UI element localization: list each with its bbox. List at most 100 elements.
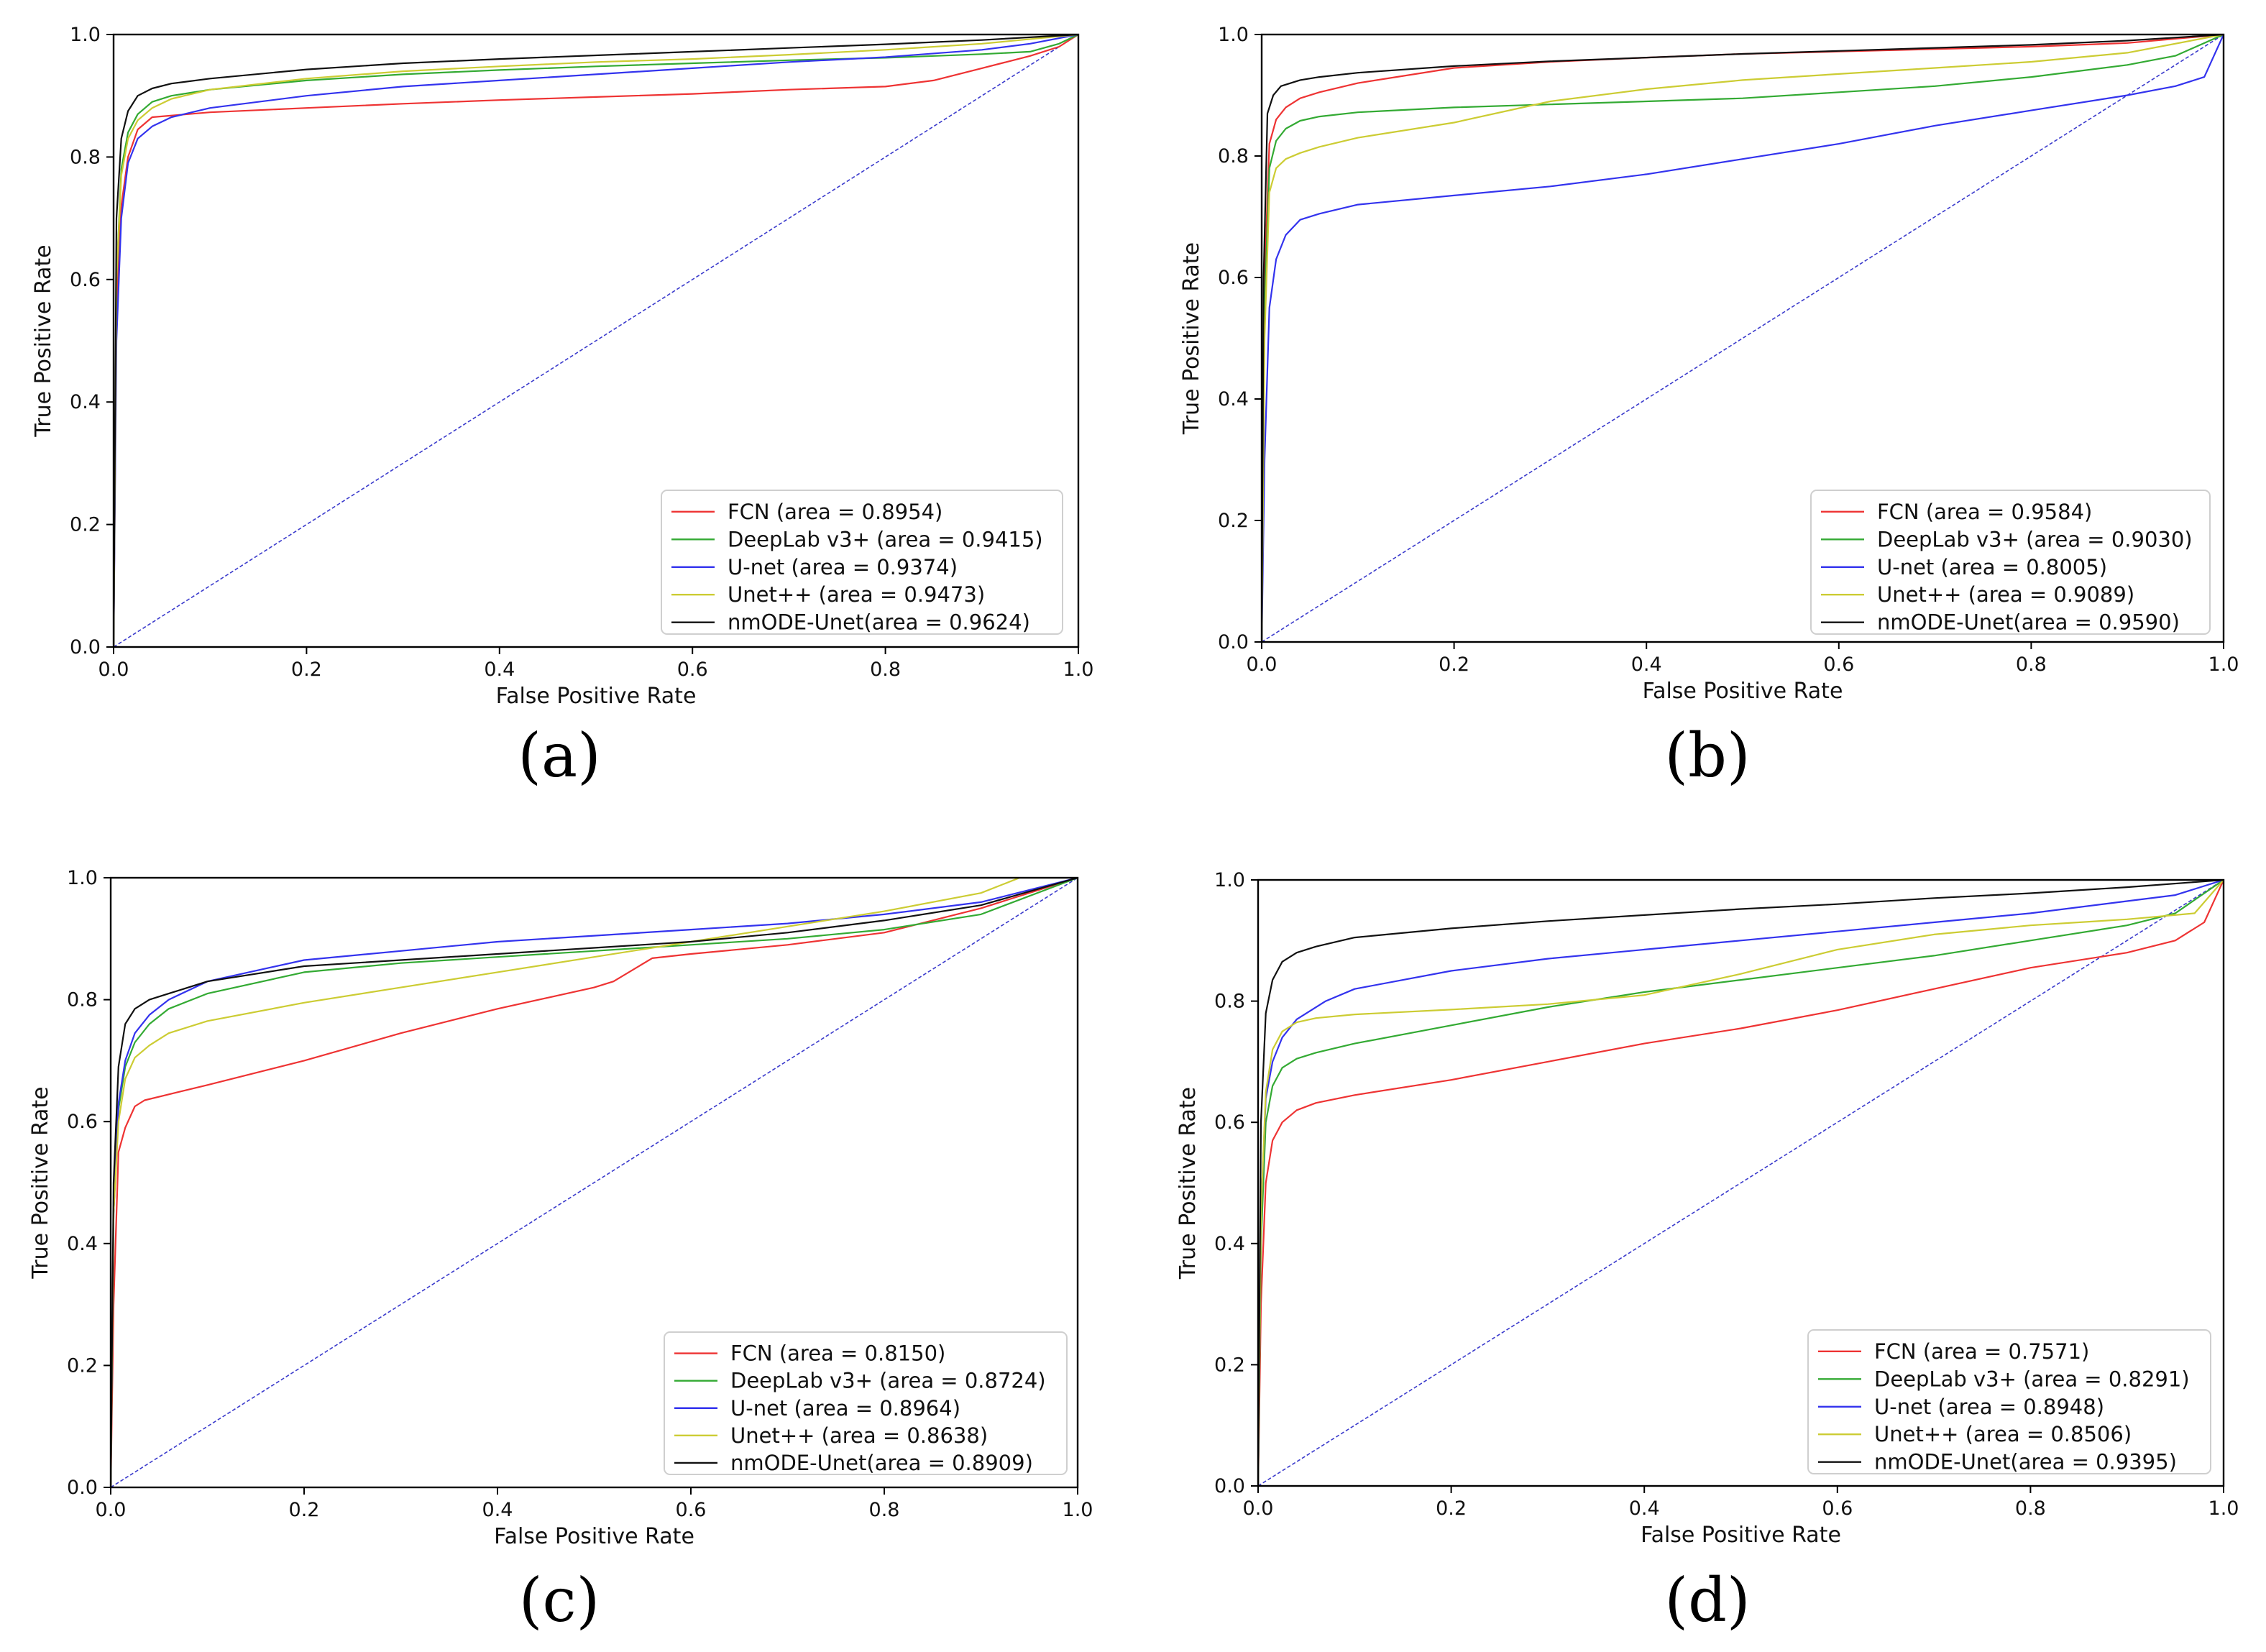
series-line-nmode-unet <box>111 878 1078 1487</box>
series-line-u-net <box>111 878 1078 1487</box>
roc-panel-c: 0.0 0.2 0.4 0.6 0.8 1.0 0.0 0.2 0.4 0.6 0.8 1.0 Fals… <box>28 867 1093 1635</box>
x-tick-label: 1.0 <box>2208 653 2239 676</box>
x-tick-label: 0.2 <box>1439 653 1469 676</box>
legend-entry: U-net (area = 0.8964) <box>730 1396 960 1421</box>
y-tick-label: 0.4 <box>70 391 101 413</box>
y-axis-label: True Positive Rate <box>28 1086 53 1279</box>
legend-entry: Unet++ (area = 0.8506) <box>1874 1422 2132 1446</box>
series-line-fcn <box>114 35 1078 647</box>
y-axis-label: True Positive Rate <box>1175 1087 1201 1280</box>
y-tick-label: 0.2 <box>67 1354 98 1377</box>
x-tick-label: 0.6 <box>677 658 708 681</box>
y-tick-label: 0.6 <box>67 1111 98 1133</box>
series-line-deeplab-v3- <box>111 878 1078 1487</box>
x-tick-label: 0.0 <box>1243 1497 1274 1520</box>
series-line-nmode-unet <box>1258 880 2224 1486</box>
x-axis-label: False Positive Rate <box>496 684 697 709</box>
legend-entry: FCN (area = 0.8954) <box>728 500 942 524</box>
legend: FCN (area = 0.9584) DeepLab v3+ (area = 0… <box>1810 490 2211 635</box>
x-tick-label: 1.0 <box>1063 1499 1093 1521</box>
y-tick-label: 0.4 <box>1214 1233 1245 1255</box>
x-tick-label: 0.2 <box>289 1499 320 1521</box>
y-tick-label: 0.6 <box>70 269 101 291</box>
legend-entry: nmODE-Unet(area = 0.9624) <box>728 610 1030 635</box>
legend-entry: nmODE-Unet(area = 0.8909) <box>730 1451 1033 1475</box>
x-tick-label: 0.2 <box>1436 1497 1467 1520</box>
legend-box <box>664 1331 1068 1475</box>
legend-entry: Unet++ (area = 0.9089) <box>1877 582 2134 607</box>
y-tick-label: 0.2 <box>70 514 101 536</box>
y-tick-label: 1.0 <box>1218 24 1249 46</box>
plot-frame <box>112 33 1080 648</box>
roc-panel-d: 0.0 0.2 0.4 0.6 0.8 1.0 0.0 0.2 0.4 0.6 0.8 1.0 Fals… <box>1175 869 2239 1635</box>
legend-box <box>661 490 1063 635</box>
x-axis-label: False Positive Rate <box>494 1524 694 1549</box>
x-tick-label: 0.8 <box>2016 653 2047 676</box>
legend-entry: FCN (area = 0.8150) <box>730 1341 945 1366</box>
x-tick-label: 0.8 <box>2015 1497 2046 1520</box>
x-tick-label: 0.4 <box>484 658 515 681</box>
y-tick-label: 0.2 <box>1214 1354 1245 1376</box>
legend-box <box>1810 490 2211 635</box>
series-line-fcn <box>111 878 1078 1487</box>
series-line-unet- <box>1258 880 2224 1486</box>
panel-label: (b) <box>1664 720 1750 791</box>
series-line-deeplab-v3- <box>1262 35 2224 642</box>
diagonal-reference-line <box>1258 880 2224 1486</box>
legend-entry: DeepLab v3+ (area = 0.8291) <box>1874 1367 2190 1391</box>
series-line-nmode-unet <box>114 35 1078 647</box>
legend-entry: Unet++ (area = 0.9473) <box>728 582 985 607</box>
x-tick-label: 1.0 <box>1063 658 1094 681</box>
roc-panel-a: 0.0 0.2 0.4 0.6 0.8 1.0 0.0 0.2 0.4 0.6 0.8 1.0 Fals… <box>31 24 1093 791</box>
legend-box <box>1807 1329 2211 1474</box>
series-line-unet- <box>114 35 1078 647</box>
series-line-deeplab-v3- <box>114 35 1078 647</box>
y-tick-label: 0.8 <box>70 146 101 168</box>
series-line-deeplab-v3- <box>1258 880 2224 1486</box>
y-tick-label: 0.8 <box>67 989 98 1011</box>
plot-frame <box>109 876 1079 1489</box>
x-tick-label: 0.6 <box>1822 1497 1853 1520</box>
x-tick-label: 0.4 <box>482 1499 513 1521</box>
legend-entry: nmODE-Unet(area = 0.9395) <box>1874 1450 2177 1474</box>
diagonal-reference-line <box>111 878 1078 1487</box>
y-tick-label: 0.0 <box>1218 631 1249 653</box>
x-tick-label: 0.6 <box>676 1499 707 1521</box>
x-tick-label: 0.8 <box>869 1499 900 1521</box>
roc-panel-b: 0.0 0.2 0.4 0.6 0.8 1.0 0.0 0.2 0.4 0.6 0.8 1.0 Fals… <box>1179 24 2239 791</box>
x-tick-label: 0.4 <box>1629 1497 1660 1520</box>
y-tick-label: 0.0 <box>67 1477 98 1499</box>
series-line-nmode-unet <box>1262 35 2224 642</box>
legend: FCN (area = 0.8150) DeepLab v3+ (area = 0… <box>664 1331 1068 1475</box>
y-tick-label: 1.0 <box>70 24 101 46</box>
y-tick-label: 1.0 <box>67 867 98 889</box>
plot-frame <box>1260 33 2225 643</box>
x-axis-label: False Positive Rate <box>1643 679 1843 704</box>
x-tick-label: 0.4 <box>1631 653 1662 676</box>
y-tick-label: 0.2 <box>1218 510 1249 532</box>
legend-entry: Unet++ (area = 0.8638) <box>730 1423 988 1448</box>
series-line-unet- <box>1262 35 2224 642</box>
x-tick-label: 0.0 <box>98 658 129 681</box>
series-line-u-net <box>1262 35 2224 642</box>
series-line-unet- <box>111 878 1020 1487</box>
x-tick-label: 0.2 <box>291 658 322 681</box>
series-line-u-net <box>1258 880 2224 1486</box>
legend: FCN (area = 0.7571) DeepLab v3+ (area = 0… <box>1807 1329 2211 1474</box>
legend-entry: U-net (area = 0.8005) <box>1877 555 2107 579</box>
legend-entry: DeepLab v3+ (area = 0.9415) <box>728 527 1043 551</box>
legend-entry: nmODE-Unet(area = 0.9590) <box>1877 610 2180 635</box>
y-tick-label: 0.0 <box>70 636 101 658</box>
x-tick-label: 0.6 <box>1823 653 1854 676</box>
y-tick-label: 0.6 <box>1214 1111 1245 1134</box>
legend: FCN (area = 0.8954) DeepLab v3+ (area = 0… <box>661 490 1063 635</box>
diagonal-reference-line <box>114 35 1078 647</box>
y-tick-label: 0.8 <box>1214 991 1245 1013</box>
y-tick-label: 0.4 <box>67 1233 98 1255</box>
panel-label: (c) <box>519 1565 600 1635</box>
legend-entry: U-net (area = 0.8948) <box>1874 1395 2104 1419</box>
y-tick-label: 0.6 <box>1218 267 1249 289</box>
panel-label: (a) <box>518 720 601 791</box>
legend-entry: U-net (area = 0.9374) <box>728 555 958 579</box>
